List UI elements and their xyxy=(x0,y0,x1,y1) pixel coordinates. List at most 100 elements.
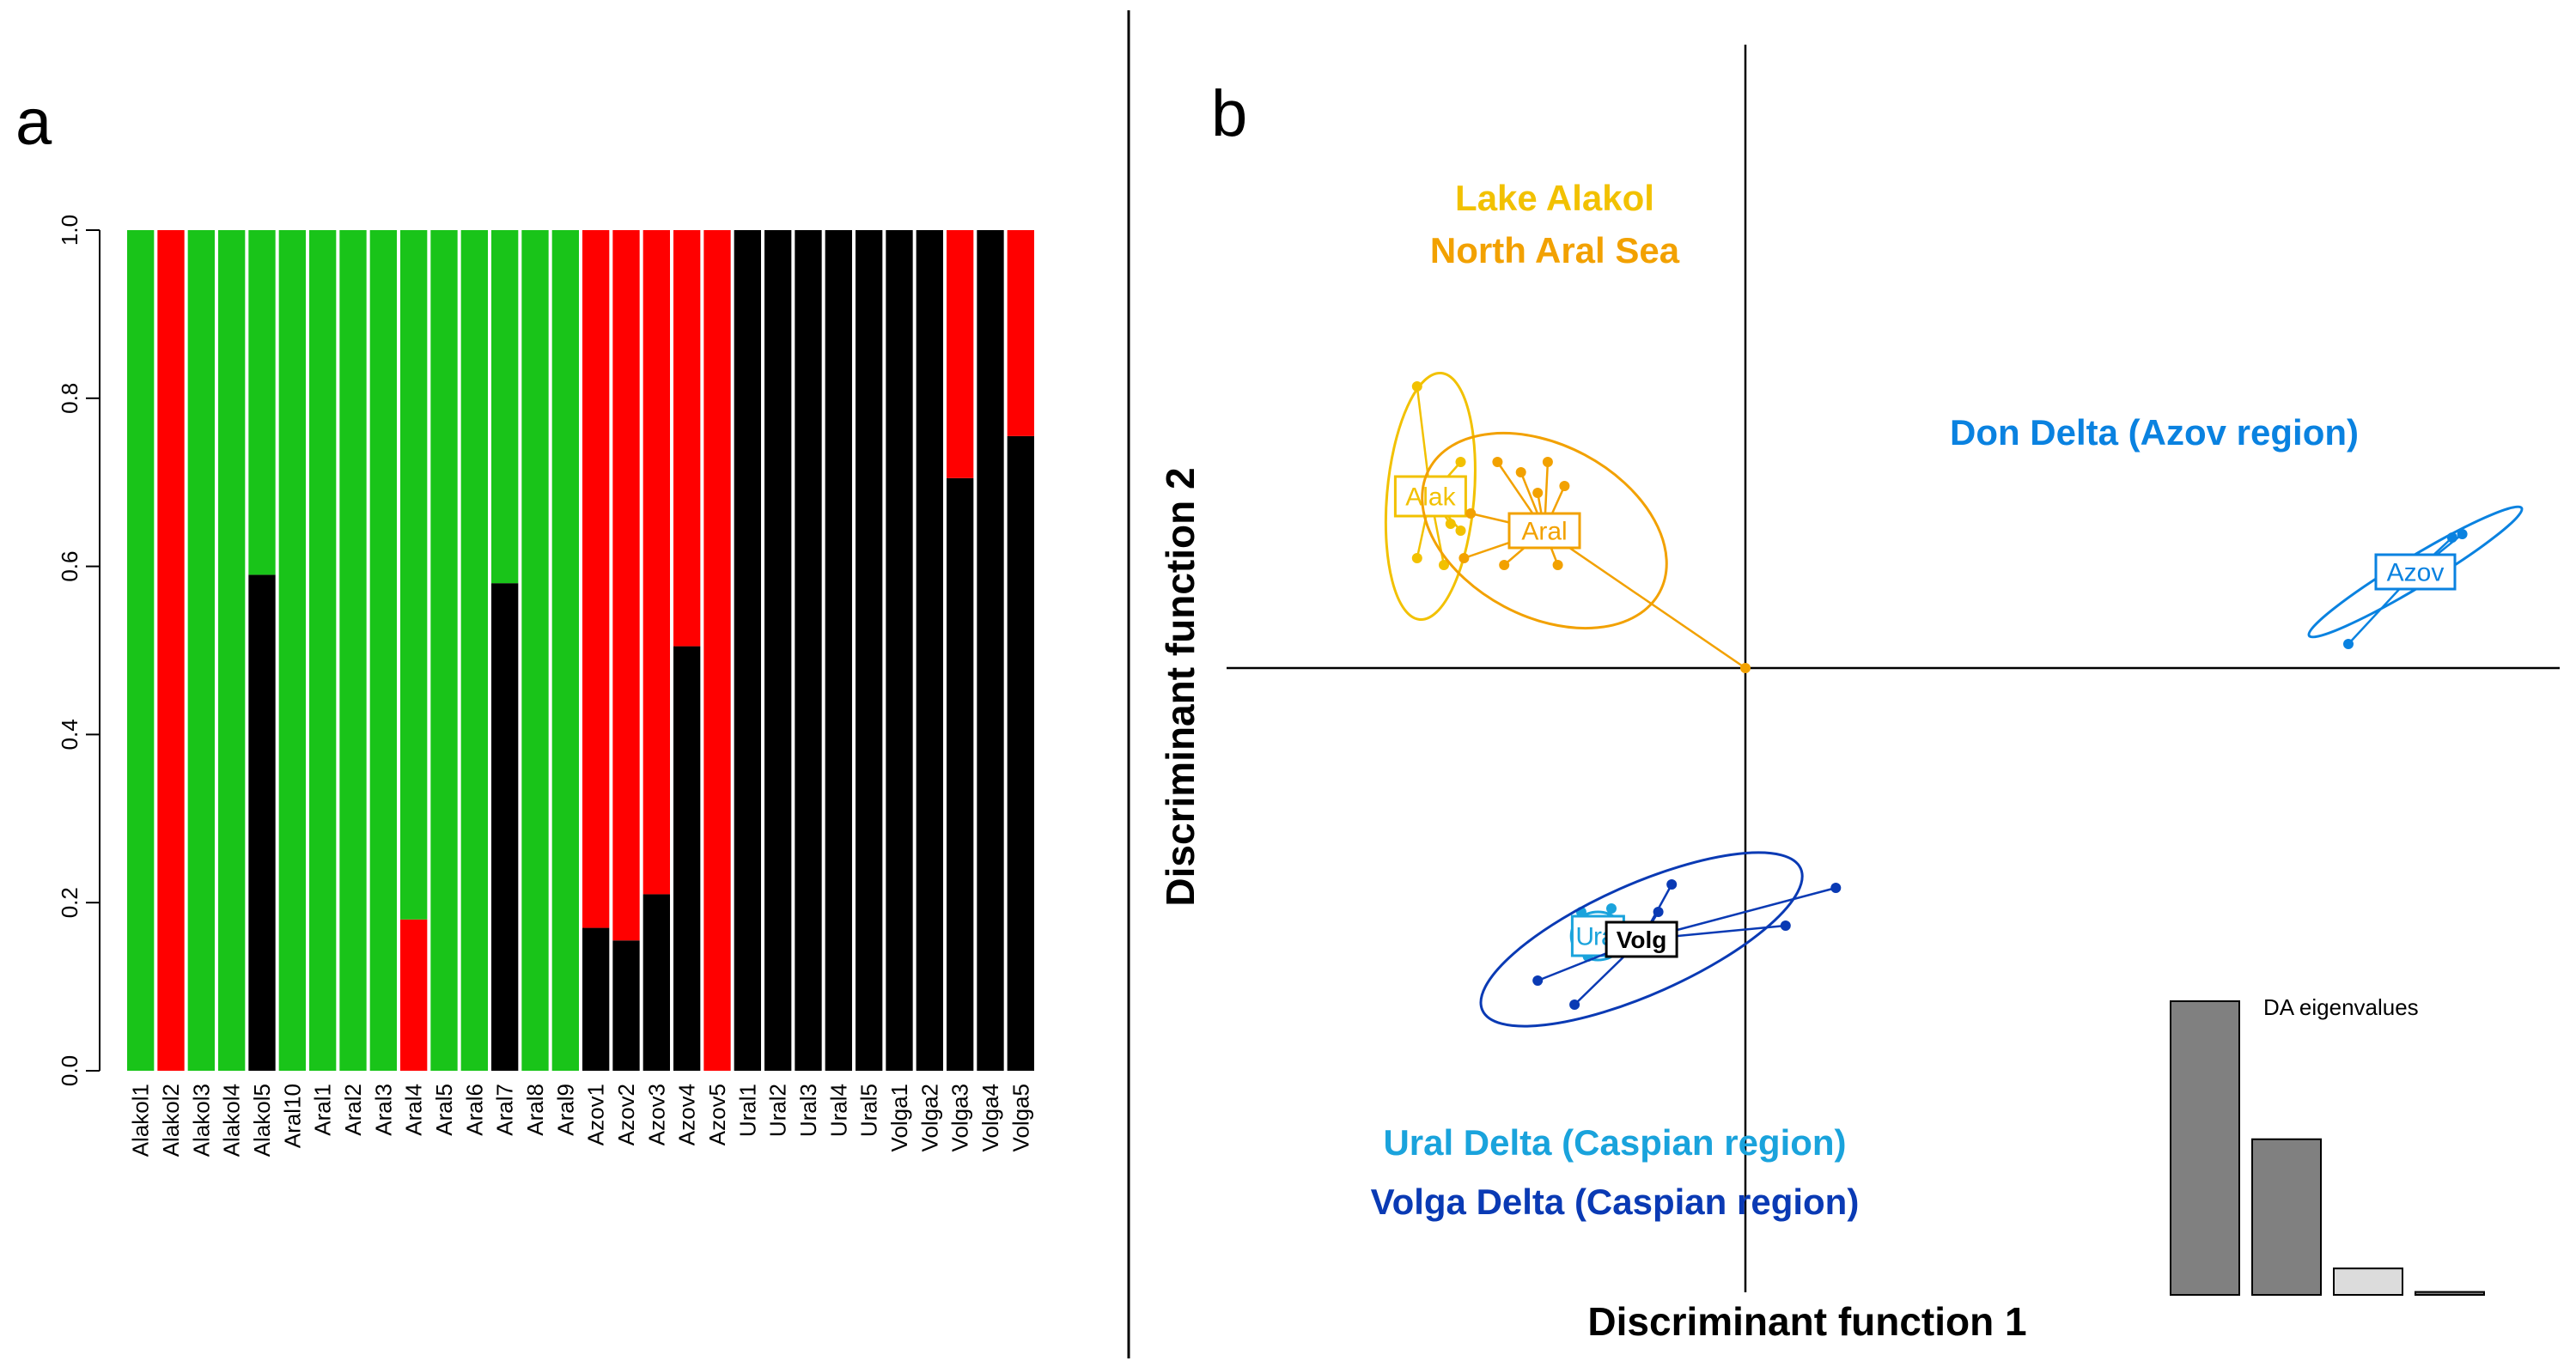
bar-Volga4-cluster3 xyxy=(977,230,1004,1071)
bar-Aral2-cluster1 xyxy=(339,230,367,1071)
x-tick-label: Azov1 xyxy=(583,1084,609,1145)
bar-Ural1-cluster3 xyxy=(734,230,761,1071)
x-tick-label: Alakol1 xyxy=(128,1084,154,1157)
azov-label: Azov xyxy=(2387,559,2445,587)
legend-ural: Ural Delta (Caspian region) xyxy=(1383,1122,1846,1163)
azov-point xyxy=(2343,639,2354,649)
x-tick-label: Volga2 xyxy=(917,1084,942,1152)
x-axis-title: Discriminant function 1 xyxy=(1587,1299,2026,1344)
alak-point xyxy=(1455,457,1466,467)
alak-point xyxy=(1439,560,1449,570)
dapc-groups: AlakAralAzovUralVolg xyxy=(1384,371,2524,1028)
x-tick-label: Aral1 xyxy=(310,1084,336,1136)
aral-point xyxy=(1459,553,1470,563)
x-tick-label: Azov4 xyxy=(674,1084,700,1145)
x-tick-label: Aral9 xyxy=(552,1084,578,1136)
bar-Volga1-cluster3 xyxy=(886,230,913,1071)
x-tick-label: Volga1 xyxy=(886,1084,912,1152)
y-tick-label: 0.8 xyxy=(57,383,82,414)
bar-Azov2-cluster2 xyxy=(612,230,640,941)
x-tick-label: Ural1 xyxy=(734,1084,760,1137)
bar-Azov2-cluster3 xyxy=(612,940,640,1071)
x-tick-label: Alakol2 xyxy=(158,1084,184,1157)
aral-point xyxy=(1559,481,1570,491)
bar-Azov3-cluster3 xyxy=(642,894,670,1071)
bar-Ural5-cluster3 xyxy=(856,230,883,1071)
bar-Ural4-cluster3 xyxy=(825,230,852,1071)
bar-Aral7-cluster3 xyxy=(491,583,519,1071)
aral-point xyxy=(1515,467,1526,477)
x-tick-label: Alakol3 xyxy=(188,1084,214,1157)
legend-volg: Volga Delta (Caspian region) xyxy=(1371,1182,1860,1222)
alak-label: Alak xyxy=(1405,483,1456,512)
bar-Alakol4-cluster1 xyxy=(218,230,246,1071)
aral-point xyxy=(1552,560,1563,570)
bar-Aral1-cluster1 xyxy=(309,230,337,1071)
y-tick-label: 0.2 xyxy=(57,887,82,918)
group-alak: Alak xyxy=(1384,371,1477,622)
volg-ellipse xyxy=(1479,851,1804,1028)
x-tick-label: Ural4 xyxy=(825,1084,851,1137)
volg-point xyxy=(1666,879,1678,890)
y-axis-title: Discriminant function 2 xyxy=(1158,467,1203,906)
legend-aral: North Aral Sea xyxy=(1430,230,1680,270)
alak-point xyxy=(1411,553,1422,563)
azov-label-box xyxy=(2374,553,2457,591)
x-tick-label: Aral7 xyxy=(492,1084,518,1136)
y-tick-label: 1.0 xyxy=(57,215,82,246)
bar-Alakol5-cluster1 xyxy=(248,230,276,575)
bar-Volga2-cluster3 xyxy=(916,230,943,1071)
volg-point xyxy=(1780,920,1791,931)
dapc-legend: Lake Alakol North Aral Sea Don Delta (Azov… xyxy=(1371,178,2359,1222)
x-tick-label: Aral6 xyxy=(461,1084,487,1136)
bar-Volga5-cluster3 xyxy=(1007,435,1034,1072)
y-tick-label: 0.4 xyxy=(57,719,82,750)
alak-point xyxy=(1411,381,1422,392)
eigenvalue-bar xyxy=(2251,1138,2322,1296)
group-azov: Azov xyxy=(2307,505,2524,649)
bar-Alakol3-cluster1 xyxy=(187,230,215,1071)
barplot-bars xyxy=(127,230,1034,1072)
y-tick-label: 0.6 xyxy=(57,551,82,582)
aral-ellipse xyxy=(1421,431,1668,630)
bar-Ural3-cluster3 xyxy=(795,230,822,1071)
bar-Aral8-cluster1 xyxy=(521,230,549,1071)
x-tick-label: Ural5 xyxy=(856,1084,882,1137)
bar-Azov1-cluster3 xyxy=(582,927,610,1071)
volg-point xyxy=(1830,883,1842,893)
aral-label: Aral xyxy=(1521,518,1567,546)
bar-Aral4-cluster1 xyxy=(400,230,428,920)
aral-point xyxy=(1740,663,1751,673)
aral-point xyxy=(1542,457,1553,467)
y-tick-label: 0.0 xyxy=(57,1055,82,1086)
bar-Aral7-cluster1 xyxy=(491,230,519,584)
bar-Alakol1-cluster1 xyxy=(127,230,155,1071)
bar-Ural2-cluster3 xyxy=(764,230,792,1071)
panel-label-b: b xyxy=(1211,77,1247,150)
legend-alak: Lake Alakol xyxy=(1455,178,1654,218)
volg-point xyxy=(1569,999,1580,1010)
bar-Azov5-cluster2 xyxy=(703,230,731,1071)
barplot-x-labels: Alakol1 Alakol2 Alakol3 Alakol4 Alakol5 Aral1… xyxy=(128,1084,1034,1157)
eigenvalues-title: DA eigenvalues xyxy=(2263,994,2419,1020)
azov-point xyxy=(2457,529,2468,539)
x-tick-label: Aral10 xyxy=(279,1084,305,1148)
bar-Aral3-cluster1 xyxy=(369,230,397,1071)
ural-point xyxy=(1606,903,1617,914)
x-tick-label: Alakol5 xyxy=(249,1084,275,1157)
x-tick-label: Aral5 xyxy=(431,1084,457,1136)
barplot-y-axis: 0.0 0.2 0.4 0.6 0.8 1.0 xyxy=(57,215,100,1086)
aral-label-box xyxy=(1507,512,1581,550)
aral-point xyxy=(1499,560,1510,570)
bar-Aral5-cluster1 xyxy=(430,230,458,1071)
x-tick-label: Volga3 xyxy=(947,1084,973,1152)
x-tick-label: Aral4 xyxy=(401,1084,427,1136)
bar-Volga5-cluster2 xyxy=(1007,230,1034,436)
bar-Alakol2-cluster2 xyxy=(157,230,185,1071)
eigenvalue-bar xyxy=(2415,1291,2485,1296)
alak-point xyxy=(1455,526,1466,536)
bar-Azov4-cluster3 xyxy=(673,646,701,1071)
volg-point xyxy=(1532,975,1544,986)
bar-Aral4-cluster2 xyxy=(400,919,428,1071)
